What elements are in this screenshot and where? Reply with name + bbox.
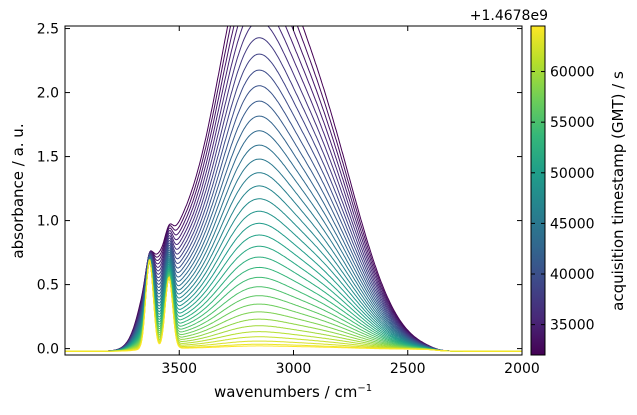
x-tick-label: 3000 bbox=[276, 361, 312, 377]
x-axis-label: wavenumbers / cm−1 bbox=[214, 383, 372, 401]
colorbar-tick-label: 55000 bbox=[550, 115, 595, 131]
colorbar-tick-label: 60000 bbox=[550, 65, 595, 81]
x-axis: 3500 3000 2500 2000 bbox=[161, 26, 540, 377]
y-axis: 0.0 0.5 1.0 1.5 2.0 2.5 bbox=[37, 22, 522, 358]
plot-frame bbox=[64, 25, 523, 356]
spectrum-line-14 bbox=[65, 144, 522, 352]
colorbar-offset-label: +1.4678e9 bbox=[470, 8, 548, 24]
colorbar-axis: 35000 40000 45000 50000 55000 60000 bbox=[531, 65, 595, 334]
spectrum-line-2 bbox=[65, 26, 522, 352]
colorbar bbox=[530, 25, 546, 356]
colorbar-tick-label: 40000 bbox=[550, 267, 595, 283]
y-tick-label: 0.5 bbox=[37, 278, 59, 294]
y-tick-label: 2.0 bbox=[37, 86, 59, 102]
spectrum-line-4 bbox=[65, 26, 522, 352]
spectrum-line-6 bbox=[65, 26, 522, 352]
y-tick-label: 0.0 bbox=[37, 342, 59, 358]
x-tick-label: 2500 bbox=[390, 361, 426, 377]
y-tick-label: 1.0 bbox=[37, 214, 59, 230]
x-tick-label: 3500 bbox=[161, 361, 197, 377]
colorbar-tick-label: 50000 bbox=[550, 166, 595, 182]
spectrum-line-9 bbox=[65, 69, 522, 352]
spectrum-line-3 bbox=[65, 26, 522, 352]
y-tick-label: 2.5 bbox=[37, 22, 59, 38]
y-tick-label: 1.5 bbox=[37, 150, 59, 166]
spectrum-line-36 bbox=[65, 259, 522, 352]
spectrum-line-1 bbox=[65, 26, 522, 352]
spectrum-line-15 bbox=[65, 158, 522, 352]
colorbar-label: acquisition timestamp (GMT) / s bbox=[609, 71, 627, 311]
y-axis-label: absorbance / a. u. bbox=[9, 123, 27, 258]
colorbar-tick-label: 45000 bbox=[550, 216, 595, 232]
x-axis-label-superscript: −1 bbox=[357, 383, 372, 394]
colorbar-tick-label: 35000 bbox=[550, 318, 595, 334]
x-tick-label: 2000 bbox=[504, 361, 540, 377]
spectrum-line-11 bbox=[65, 100, 522, 352]
series-group bbox=[65, 26, 522, 352]
spectrum-line-8 bbox=[65, 53, 522, 352]
